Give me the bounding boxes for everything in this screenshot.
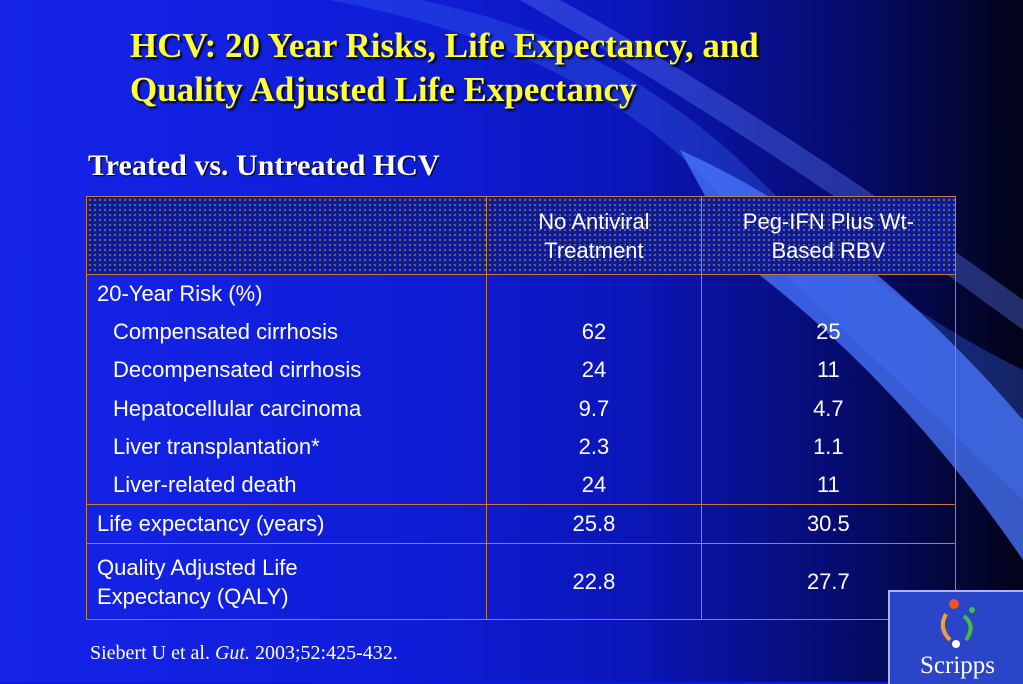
table-row-life-expectancy: Life expectancy (years) 25.8 30.5 xyxy=(85,504,957,545)
risk-label: Decompensated cirrhosis xyxy=(113,357,362,383)
table-row-20-year-risk: 20-Year Risk (%) Compensated cirrhosis D… xyxy=(85,273,957,506)
risk-label: Compensated cirrhosis xyxy=(113,319,338,345)
slide-title: HCV: 20 Year Risks, Life Expectancy, and… xyxy=(130,24,930,112)
citation-journal: Gut. xyxy=(214,642,250,664)
title-line-2: Quality Adjusted Life Expectancy xyxy=(130,70,637,109)
life-expectancy-untreated: 25.8 xyxy=(486,504,702,545)
risk-label: Hepatocellular carcinoma xyxy=(113,395,362,421)
results-table: No Antiviral Treatment Peg-IFN Plus Wt- … xyxy=(85,196,957,621)
scripps-emblem-icon xyxy=(940,599,975,648)
table-header-row: No Antiviral Treatment Peg-IFN Plus Wt- … xyxy=(85,196,957,275)
header-no-antiviral: No Antiviral Treatment xyxy=(486,196,702,275)
risk-label: Liver transplantation* xyxy=(113,433,320,459)
risk-value-untreated: 24 xyxy=(581,357,607,383)
title-line-1: HCV: 20 Year Risks, Life Expectancy, and xyxy=(130,26,759,65)
risk-value-untreated: 2.3 xyxy=(578,433,610,459)
life-expectancy-treated: 30.5 xyxy=(700,504,957,545)
risk-value-treated: 11 xyxy=(816,471,840,497)
risk-value-treated: 11 xyxy=(816,357,840,383)
risk-value-treated: 1.1 xyxy=(813,433,844,459)
risk-value-treated: 4.7 xyxy=(813,395,844,421)
risk-value-untreated: 62 xyxy=(581,319,607,345)
qaly-untreated: 22.8 xyxy=(486,543,702,621)
risk-untreated-cell: 62 24 9.7 2.3 24 xyxy=(486,273,702,506)
citation: Siebert U et al. Gut. 2003;52:425-432. xyxy=(90,642,398,664)
risk-value-treated: 25 xyxy=(816,319,841,345)
qaly-label: Quality Adjusted Life Expectancy (QALY) xyxy=(85,543,488,621)
header-empty-cell xyxy=(85,196,488,275)
header-peg-ifn: Peg-IFN Plus Wt- Based RBV xyxy=(700,196,957,275)
risk-value-untreated: 24 xyxy=(581,471,607,497)
risk-label: Liver-related death xyxy=(113,471,297,497)
risk-treated-cell: 25 11 4.7 1.1 11 xyxy=(700,273,957,506)
risk-heading: 20-Year Risk (%) xyxy=(97,281,263,306)
risk-value-untreated: 9.7 xyxy=(578,395,610,421)
slide-subtitle: Treated vs. Untreated HCV xyxy=(88,149,440,182)
life-expectancy-label: Life expectancy (years) xyxy=(85,504,488,545)
logo-wordmark: Scripps xyxy=(920,652,995,679)
scripps-logo: Scripps xyxy=(888,590,1023,684)
risk-labels-cell: 20-Year Risk (%) Compensated cirrhosis D… xyxy=(85,273,488,506)
table-row-qaly: Quality Adjusted Life Expectancy (QALY) … xyxy=(85,543,957,621)
